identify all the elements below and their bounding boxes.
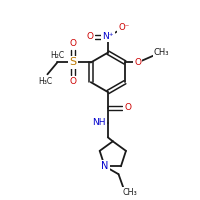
Text: O: O [134,58,141,67]
Text: O: O [87,32,94,41]
Text: O: O [70,39,77,48]
Text: CH₃: CH₃ [123,188,138,197]
Text: CH₃: CH₃ [154,48,169,57]
Text: O: O [70,77,77,86]
Text: H₃C: H₃C [38,77,53,86]
Text: O: O [124,103,131,112]
Text: O⁻: O⁻ [118,23,129,32]
Text: S: S [69,57,77,67]
Text: N: N [101,161,108,171]
Text: NH: NH [92,118,106,127]
Text: H₂C: H₂C [50,51,64,60]
Text: N⁺: N⁺ [102,32,114,41]
